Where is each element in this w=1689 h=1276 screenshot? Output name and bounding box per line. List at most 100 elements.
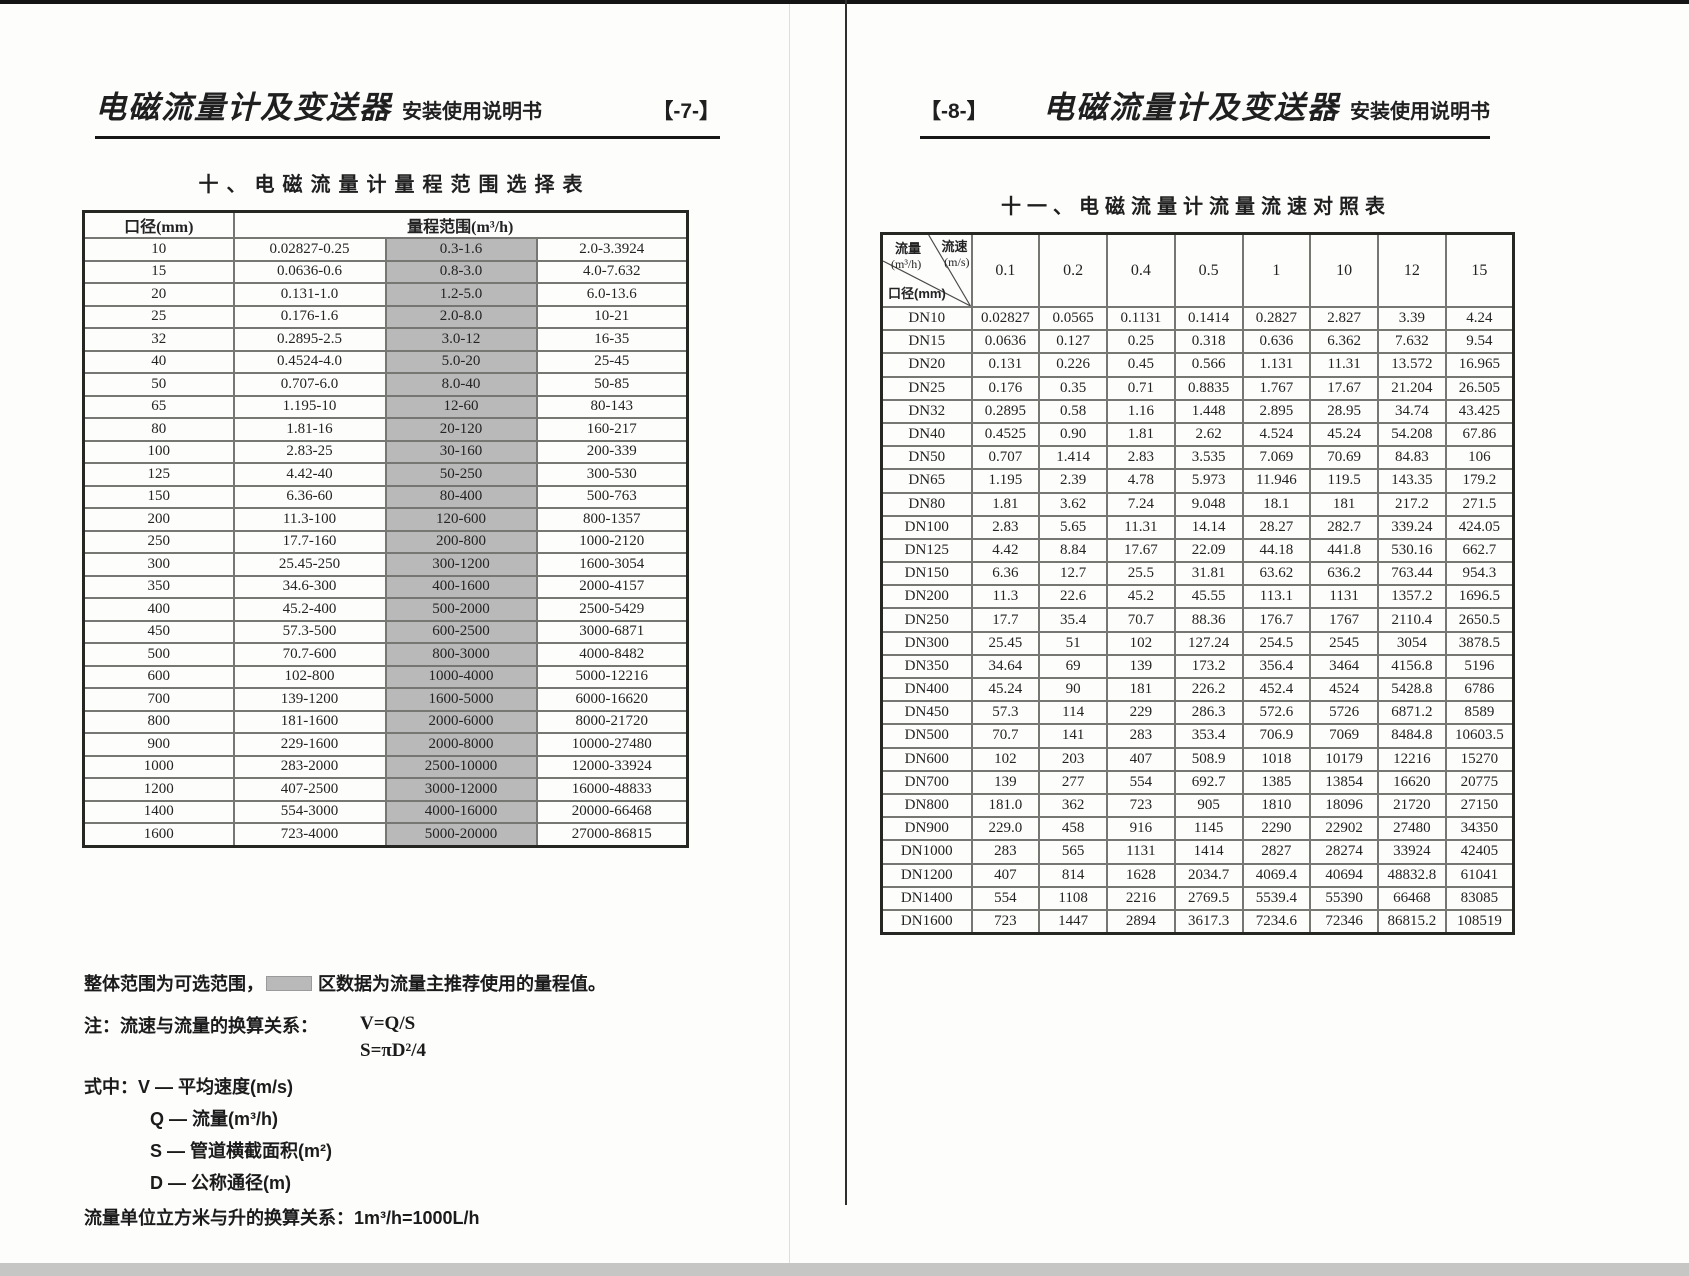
cell: 662.7: [1444, 537, 1515, 564]
cell: 1385: [1241, 769, 1312, 795]
corner-flow-label: 流量: [895, 241, 922, 256]
cell: 6.36: [970, 561, 1041, 587]
velocity-header: 0.1: [970, 232, 1041, 308]
cell: 181: [1309, 491, 1379, 517]
cell: 17.67: [1106, 537, 1176, 564]
velocity-header: 0.5: [1173, 232, 1244, 308]
cell: 1000-2120: [535, 529, 689, 554]
table-row: 32 0.2895-2.5 3.0-12 16-35: [82, 327, 689, 352]
cell: 7234.6: [1241, 908, 1312, 935]
cell: 2.0-8.0: [384, 304, 538, 329]
recommended-range-swatch: [266, 976, 312, 991]
cell: 16-35: [535, 327, 689, 352]
velocity-header: 1: [1241, 232, 1312, 308]
cell: 0.2895: [970, 398, 1041, 424]
cell: 70.69: [1309, 445, 1379, 471]
cell: 2894: [1106, 908, 1176, 935]
cell: 0.131-1.0: [232, 282, 387, 307]
cell: 283: [1106, 723, 1176, 749]
cell: 5.0-20: [384, 349, 538, 374]
cell: 0.1414: [1173, 305, 1244, 332]
cell: 1.81-16: [232, 417, 387, 442]
cell: 33924: [1377, 839, 1447, 865]
top-border-rule: [0, 0, 1689, 4]
cell: 0.02827-0.25: [232, 237, 387, 262]
cell: 43.425: [1444, 398, 1515, 424]
cell: 500-2000: [384, 597, 538, 622]
cell: 0.4524-4.0: [232, 349, 387, 374]
cell: 3.535: [1173, 445, 1244, 471]
cell: 0.318: [1173, 329, 1244, 355]
page-7-header: 电磁流量计及变送器 安装使用说明书 【-7-】: [95, 82, 720, 139]
cell: 5.973: [1173, 468, 1244, 494]
page-number: 【-8-】: [920, 100, 988, 123]
table-row: DN600 102 203 407 508.9 1018 10179 12216 15270: [880, 746, 1515, 772]
table-row: 300 25.45-250 300-1200 1600-3054: [82, 552, 689, 577]
cell: 1131: [1106, 839, 1176, 865]
dn-label: DN150: [880, 561, 973, 587]
cell: 254.5: [1241, 630, 1312, 656]
diameter-value: 150: [82, 484, 235, 509]
corner-velocity-label: 流速: [941, 239, 968, 254]
cell: 800-3000: [384, 642, 538, 667]
table-row: DN100 2.83 5.65 11.31 14.14 28.27 282.7 339.24 4…: [880, 514, 1515, 540]
cell: 27000-86815: [535, 822, 689, 847]
table-row: 80 1.81-16 20-120 160-217: [82, 417, 689, 442]
table-row: DN32 0.2895 0.58 1.16 1.448 2.895 28.95 34.74 43…: [880, 398, 1515, 424]
cell: 16000-48833: [535, 777, 689, 802]
table-row: 900 229-1600 2000-8000 10000-27480: [82, 732, 689, 757]
dn-label: DN350: [880, 653, 973, 680]
table-row: DN25 0.176 0.35 0.71 0.8835 1.767 17.67 21.204 2…: [880, 375, 1515, 401]
cell: 3617.3: [1173, 908, 1244, 935]
diameter-value: 25: [82, 304, 235, 329]
cell: 18.1: [1241, 491, 1312, 517]
table-row: DN1200 407 814 1628 2034.7 4069.4 40694 48832.8…: [880, 862, 1515, 888]
cell: 458: [1038, 816, 1108, 842]
table-row: 10 0.02827-0.25 0.3-1.6 2.0-3.3924: [82, 237, 689, 262]
velocity-header: 12: [1377, 232, 1447, 308]
diameter-value: 1200: [82, 777, 235, 802]
cell: 452.4: [1241, 676, 1312, 703]
dn-label: DN32: [880, 398, 973, 424]
range-column-header: 量程范围(m³/h): [232, 210, 689, 239]
cell: 26.505: [1444, 375, 1515, 401]
cell: 13854: [1309, 769, 1379, 795]
dn-label: DN450: [880, 700, 973, 726]
cell: 1600-3054: [535, 552, 689, 577]
dn-label: DN100: [880, 514, 973, 540]
cell: 723: [1106, 792, 1176, 819]
cell: 6786: [1444, 676, 1515, 703]
table-row: 20 0.131-1.0 1.2-5.0 6.0-13.6: [82, 282, 689, 307]
cell: 2769.5: [1173, 885, 1244, 911]
cell: 11.31: [1309, 352, 1379, 378]
cell: 25-45: [535, 349, 689, 374]
cell: 51: [1038, 630, 1108, 656]
cell: 10179: [1309, 746, 1379, 772]
cell: 905: [1173, 792, 1244, 819]
cell: 554: [970, 885, 1041, 911]
diameter-value: 125: [82, 462, 235, 487]
cell: 5428.8: [1377, 676, 1447, 703]
page-8: 【-8-】 电磁流量计及变送器 安装使用说明书 十一、电磁流量计流量流速对照表: [847, 0, 1689, 1276]
diameter-value: 250: [82, 529, 235, 554]
cell: 6.0-13.6: [535, 282, 689, 307]
cell: 30-160: [384, 439, 538, 464]
cell: 25.45-250: [232, 552, 387, 577]
cell: 63.62: [1241, 561, 1312, 587]
unit-conversion-note: 流量单位立方米与升的换算关系：1m³/h=1000L/h: [84, 1208, 480, 1228]
cell: 6871.2: [1377, 700, 1447, 726]
cell: 1696.5: [1444, 584, 1515, 610]
cell: 102: [970, 746, 1041, 772]
cell: 25.5: [1106, 561, 1176, 587]
cell: 61041: [1444, 862, 1515, 888]
cell: 4.24: [1444, 305, 1515, 332]
diameter-value: 900: [82, 732, 235, 757]
cell: 18096: [1309, 792, 1379, 819]
corner-header-cell: 流量 (m³/h) 流速 (m/s) 口径(mm): [880, 232, 973, 308]
cell: 6.362: [1309, 329, 1379, 355]
cell: 200-800: [384, 529, 538, 554]
velocity-table-title: 十一、电磁流量计流量流速对照表: [1001, 196, 1391, 218]
cell: 4.0-7.632: [535, 259, 689, 284]
cell: 120-600: [384, 507, 538, 532]
cell: 1.195: [970, 468, 1041, 494]
